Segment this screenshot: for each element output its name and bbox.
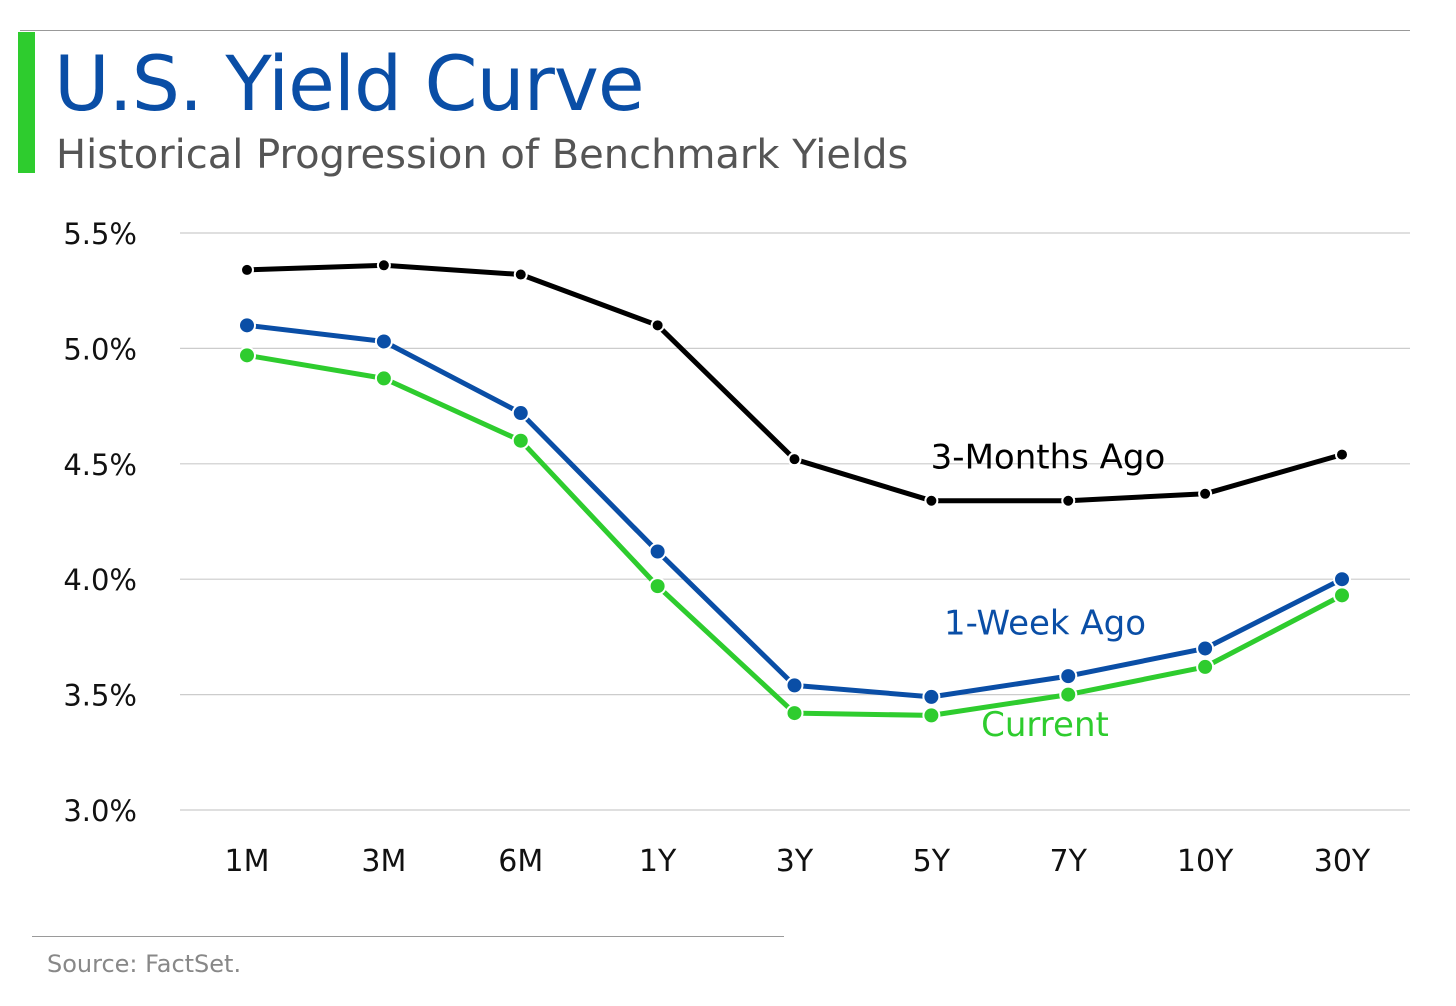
y-axis-tick-labels: 3.0% 3.5% 4.0% 4.5% 5.0% 5.5%: [63, 217, 137, 828]
series-label: 3-Months Ago: [931, 437, 1166, 477]
series-line: [246, 352, 1344, 718]
data-point: [1061, 493, 1076, 508]
grid-lines: [180, 232, 1410, 811]
y-tick-label: 3.0%: [63, 794, 137, 828]
data-point: [513, 267, 528, 282]
y-tick-label: 5.0%: [63, 332, 137, 366]
x-tick-label: 7Y: [1050, 844, 1088, 879]
y-tick-label: 5.5%: [63, 217, 137, 251]
data-point: [922, 687, 941, 706]
y-tick-label: 4.5%: [63, 448, 137, 482]
x-tick-label: 3M: [361, 844, 406, 879]
series-lines: [238, 258, 1351, 725]
data-point: [1059, 685, 1078, 704]
data-point: [1196, 639, 1215, 658]
data-point: [1333, 570, 1351, 589]
data-point: [787, 452, 802, 467]
series-current: [238, 346, 1351, 725]
data-point: [1198, 486, 1213, 501]
series-3-months-ago: [240, 258, 1349, 508]
data-point: [1059, 667, 1078, 686]
data-point: [922, 706, 941, 725]
chart-title: U.S. Yield Curve: [54, 39, 645, 128]
data-point: [924, 493, 939, 508]
series-label: 1-Week Ago: [944, 604, 1146, 644]
data-point: [1196, 657, 1215, 676]
source-note: Source: FactSet.: [47, 950, 242, 978]
x-tick-label: 30Y: [1314, 844, 1371, 879]
y-tick-label: 3.5%: [63, 679, 137, 713]
data-point: [238, 316, 256, 335]
data-point: [1333, 586, 1351, 605]
data-point: [374, 369, 393, 388]
x-tick-label: 3Y: [776, 844, 814, 879]
data-point: [511, 404, 530, 423]
accent-bar: [18, 32, 35, 173]
data-point: [785, 676, 804, 695]
x-tick-label: 1M: [225, 844, 270, 879]
series-1-week-ago: [238, 316, 1351, 706]
series-label: Current: [981, 705, 1109, 745]
x-tick-label: 10Y: [1177, 844, 1234, 879]
series-labels: 3-Months Ago 1-Week Ago Current: [931, 437, 1166, 745]
data-point: [376, 258, 391, 273]
top-rule: [20, 30, 1410, 31]
data-point: [648, 542, 667, 561]
data-point: [511, 431, 530, 450]
series-line: [246, 322, 1344, 700]
x-tick-label: 1Y: [639, 844, 677, 879]
x-axis-tick-labels: 1M 3M 6M 1Y 3Y 5Y 7Y 10Y 30Y: [225, 844, 1371, 879]
data-point: [648, 577, 667, 596]
y-tick-label: 4.0%: [63, 563, 137, 597]
chart-subtitle: Historical Progression of Benchmark Yiel…: [56, 132, 909, 178]
x-tick-label: 6M: [498, 844, 543, 879]
footer-rule: [32, 936, 784, 937]
data-point: [785, 704, 804, 723]
data-point: [238, 346, 256, 365]
data-point: [240, 262, 254, 277]
data-point: [1335, 447, 1349, 462]
data-point: [650, 318, 665, 333]
x-tick-label: 5Y: [913, 844, 951, 879]
data-point: [374, 332, 393, 351]
